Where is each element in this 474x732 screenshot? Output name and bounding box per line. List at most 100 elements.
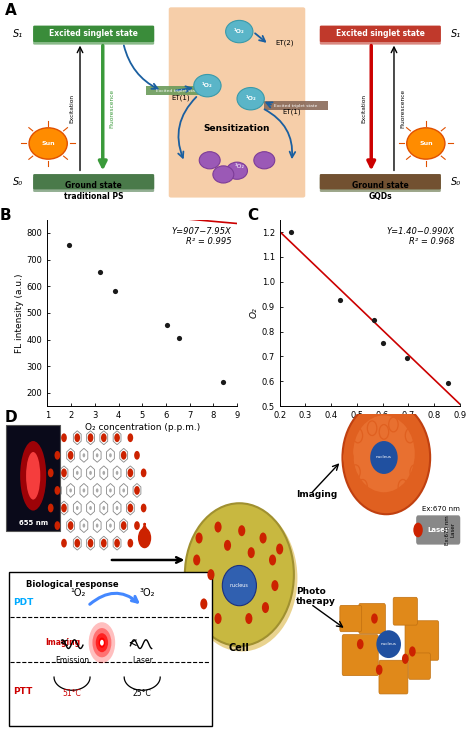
Circle shape	[96, 488, 99, 493]
Circle shape	[214, 521, 222, 533]
Circle shape	[134, 521, 140, 530]
Y-axis label: O₂: O₂	[250, 307, 259, 318]
Ellipse shape	[353, 415, 415, 492]
Circle shape	[109, 453, 112, 458]
Circle shape	[214, 613, 222, 624]
Ellipse shape	[26, 452, 40, 499]
Text: ³O₂: ³O₂	[234, 165, 244, 170]
Circle shape	[55, 451, 60, 460]
Point	[337, 294, 344, 306]
Text: 25°C: 25°C	[133, 690, 152, 698]
Text: Photo
therapy: Photo therapy	[296, 587, 336, 606]
Circle shape	[224, 539, 231, 550]
Circle shape	[128, 504, 133, 512]
Circle shape	[200, 598, 208, 609]
FancyBboxPatch shape	[264, 101, 328, 111]
Text: nucleus: nucleus	[230, 583, 249, 588]
X-axis label: O₂ concentration (p.p.m.): O₂ concentration (p.p.m.)	[84, 423, 200, 432]
Circle shape	[56, 488, 59, 493]
Text: Ground state
traditional PS: Ground state traditional PS	[64, 181, 123, 201]
Circle shape	[55, 486, 60, 495]
X-axis label: F/F⁰: F/F⁰	[361, 423, 378, 432]
Circle shape	[116, 541, 118, 545]
Circle shape	[141, 504, 146, 512]
Circle shape	[88, 433, 93, 442]
Circle shape	[376, 665, 383, 675]
Circle shape	[128, 468, 133, 477]
Text: ET(1): ET(1)	[283, 108, 301, 115]
FancyBboxPatch shape	[320, 174, 441, 190]
FancyBboxPatch shape	[33, 176, 154, 192]
Circle shape	[116, 436, 118, 440]
Circle shape	[61, 468, 67, 477]
Circle shape	[89, 506, 92, 510]
Circle shape	[128, 433, 133, 442]
Circle shape	[254, 152, 275, 169]
Circle shape	[128, 539, 133, 548]
Text: S₁: S₁	[451, 29, 461, 39]
Circle shape	[82, 523, 85, 528]
Circle shape	[96, 453, 99, 458]
Circle shape	[109, 488, 112, 493]
Text: Ex:670 nm: Ex:670 nm	[422, 506, 460, 512]
Text: Sensitization: Sensitization	[204, 124, 270, 133]
Circle shape	[29, 128, 67, 159]
Circle shape	[68, 521, 73, 530]
Circle shape	[260, 532, 267, 543]
FancyBboxPatch shape	[169, 7, 305, 198]
Text: nucleus: nucleus	[376, 455, 392, 460]
FancyBboxPatch shape	[405, 621, 439, 660]
Circle shape	[213, 166, 234, 183]
FancyBboxPatch shape	[393, 597, 418, 625]
Ellipse shape	[370, 441, 398, 474]
Point	[370, 315, 377, 326]
Circle shape	[208, 569, 215, 580]
Text: Excited singlet state: Excited singlet state	[49, 29, 138, 38]
Text: Excitation: Excitation	[70, 94, 75, 122]
Circle shape	[101, 433, 107, 442]
Circle shape	[88, 539, 93, 548]
Circle shape	[102, 471, 105, 475]
Text: C: C	[247, 209, 258, 223]
Ellipse shape	[342, 400, 430, 514]
Circle shape	[114, 433, 120, 442]
Text: Fluorescence: Fluorescence	[109, 89, 114, 127]
Circle shape	[109, 523, 112, 528]
Circle shape	[121, 521, 127, 530]
Point	[65, 239, 73, 250]
Point	[96, 266, 103, 278]
Text: A: A	[5, 4, 17, 18]
Text: Sun: Sun	[41, 141, 55, 146]
Circle shape	[55, 521, 60, 530]
Text: Fluorescence: Fluorescence	[401, 89, 406, 127]
Point	[163, 319, 171, 331]
Circle shape	[413, 523, 423, 537]
Circle shape	[102, 506, 105, 510]
FancyBboxPatch shape	[409, 653, 430, 679]
Circle shape	[276, 543, 283, 555]
Circle shape	[99, 638, 105, 648]
Text: D: D	[5, 411, 18, 425]
FancyBboxPatch shape	[320, 176, 441, 192]
Circle shape	[69, 523, 72, 528]
Point	[379, 337, 386, 348]
Ellipse shape	[222, 565, 256, 605]
Circle shape	[136, 488, 138, 493]
Y-axis label: FL intensity (a.u.): FL intensity (a.u.)	[15, 273, 24, 353]
Text: S₁: S₁	[13, 29, 23, 39]
FancyBboxPatch shape	[340, 605, 362, 632]
Text: ¹O₂: ¹O₂	[202, 83, 213, 88]
FancyBboxPatch shape	[320, 26, 441, 42]
Point	[403, 352, 411, 364]
Circle shape	[129, 506, 132, 510]
Circle shape	[74, 433, 80, 442]
Circle shape	[82, 453, 85, 458]
FancyBboxPatch shape	[416, 515, 460, 545]
Circle shape	[122, 488, 125, 493]
FancyBboxPatch shape	[33, 174, 154, 190]
FancyBboxPatch shape	[146, 86, 210, 95]
Circle shape	[102, 436, 105, 440]
Text: ¹O₂: ¹O₂	[245, 96, 256, 101]
Circle shape	[409, 646, 416, 657]
Circle shape	[61, 539, 67, 548]
